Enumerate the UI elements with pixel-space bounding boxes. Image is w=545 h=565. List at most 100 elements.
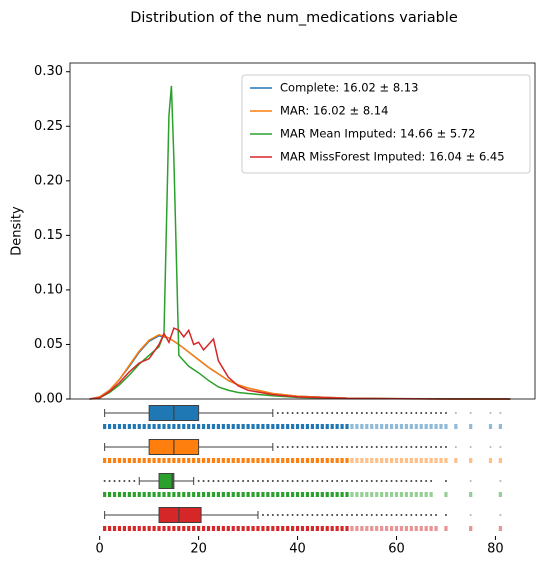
outlier xyxy=(499,480,502,482)
outlier xyxy=(385,446,388,448)
outlier xyxy=(346,446,349,448)
strip-point xyxy=(355,526,359,531)
outlier xyxy=(341,446,344,448)
outlier xyxy=(311,514,314,516)
outlier xyxy=(430,412,433,414)
outlier xyxy=(380,514,383,516)
strip-point xyxy=(187,526,191,531)
y-axis-label: Density xyxy=(10,206,25,256)
strip-point xyxy=(172,424,176,429)
strip-point xyxy=(137,492,141,497)
strip-point xyxy=(429,424,433,429)
strip-point xyxy=(182,424,186,429)
strip-point xyxy=(345,526,349,531)
strip-point xyxy=(295,492,300,497)
strip-point xyxy=(498,458,502,463)
strip-point xyxy=(271,526,275,531)
x-tick-label: 20 xyxy=(190,542,207,557)
strip-point xyxy=(226,424,230,429)
outlier xyxy=(454,412,457,414)
strip-point xyxy=(201,458,206,463)
outlier xyxy=(444,514,447,516)
outlier xyxy=(346,514,349,516)
outlier xyxy=(390,446,393,448)
outlier xyxy=(301,446,304,448)
outlier xyxy=(276,514,279,516)
strip-point xyxy=(281,492,285,497)
strip-point xyxy=(320,526,324,531)
y-tick-label: 0.30 xyxy=(34,64,63,79)
strip-point xyxy=(256,458,260,463)
strip-point xyxy=(404,526,408,531)
strip-point xyxy=(177,526,181,531)
y-tick-label: 0.25 xyxy=(34,119,63,134)
strip-point xyxy=(107,492,112,497)
strip-point xyxy=(216,492,221,497)
strip-point xyxy=(231,526,235,531)
outlier xyxy=(266,480,269,482)
outlier xyxy=(444,446,447,448)
strip-point xyxy=(177,492,181,497)
outlier xyxy=(425,514,428,516)
strip-point xyxy=(281,458,285,463)
outlier xyxy=(360,412,363,414)
strip-point xyxy=(192,492,196,497)
strip-point xyxy=(142,526,146,531)
outlier xyxy=(365,446,368,448)
strip-point xyxy=(414,424,418,429)
strip-point xyxy=(167,424,171,429)
outlier xyxy=(227,480,230,482)
outlier xyxy=(276,446,279,448)
strip-point xyxy=(389,526,394,531)
strip-point xyxy=(360,424,364,429)
strip-point xyxy=(107,424,112,429)
strip-point xyxy=(454,458,458,463)
outlier xyxy=(405,446,408,448)
strip-point xyxy=(221,526,225,531)
outlier xyxy=(410,412,413,414)
strip-point xyxy=(147,458,151,463)
outlier xyxy=(306,514,309,516)
strip-point xyxy=(375,492,379,497)
strip-point xyxy=(142,458,146,463)
outlier xyxy=(286,480,289,482)
strip-point xyxy=(137,526,141,531)
outlier xyxy=(291,514,294,516)
strip-point xyxy=(192,424,196,429)
strip-point xyxy=(157,424,161,429)
strip-point xyxy=(206,526,211,531)
strip-point xyxy=(112,424,117,429)
strip-point xyxy=(226,458,230,463)
strip-point xyxy=(201,492,206,497)
strip-point xyxy=(137,424,141,429)
outlier xyxy=(385,480,388,482)
strip-point xyxy=(439,424,443,429)
strip-point xyxy=(127,458,131,463)
outlier xyxy=(410,514,413,516)
strip-point xyxy=(152,458,156,463)
strip-point xyxy=(137,458,141,463)
x-tick-label: 40 xyxy=(289,542,306,557)
outlier xyxy=(360,514,363,516)
strip-point xyxy=(394,492,399,497)
outlier xyxy=(365,412,368,414)
y-tick-label: 0.05 xyxy=(34,337,63,352)
strip-point xyxy=(345,458,349,463)
outlier xyxy=(370,412,373,414)
strip-point xyxy=(266,458,270,463)
strip-point xyxy=(335,424,339,429)
outlier xyxy=(355,446,358,448)
strip-point xyxy=(231,458,235,463)
strip-point xyxy=(295,424,300,429)
strip-point xyxy=(241,526,245,531)
outlier xyxy=(336,412,339,414)
strip-point xyxy=(414,458,418,463)
outlier xyxy=(331,514,334,516)
strip-point xyxy=(117,424,122,429)
strip-point xyxy=(488,424,493,429)
strip-point xyxy=(103,526,107,531)
strip-point xyxy=(162,424,166,429)
strip-point xyxy=(498,492,502,497)
strip-point xyxy=(216,458,221,463)
strip-point xyxy=(384,526,389,531)
